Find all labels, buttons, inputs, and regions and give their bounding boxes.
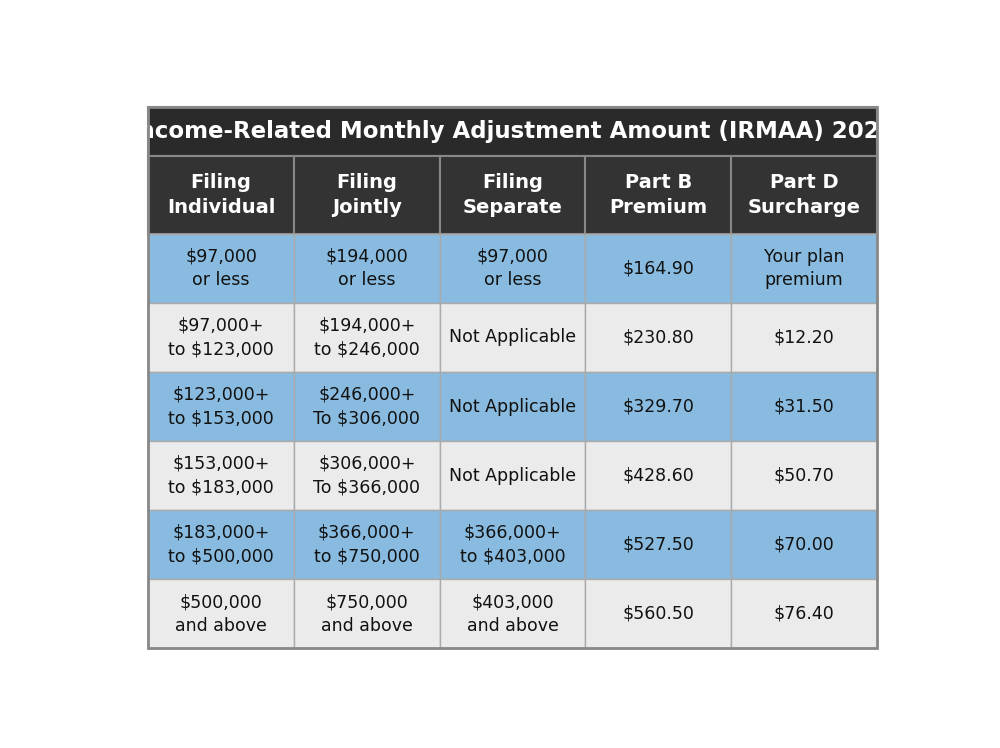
Text: $194,000
or less: $194,000 or less: [325, 248, 408, 289]
Bar: [294, 156, 440, 233]
Text: $70.00: $70.00: [774, 536, 834, 554]
Text: $97,000+
to $123,000: $97,000+ to $123,000: [168, 316, 274, 358]
Text: Filing
Separate: Filing Separate: [463, 173, 562, 217]
Bar: [585, 303, 731, 372]
Text: $76.40: $76.40: [774, 605, 834, 623]
Bar: [440, 579, 585, 649]
Text: $123,000+
to $153,000: $123,000+ to $153,000: [168, 386, 274, 427]
Bar: [731, 233, 877, 303]
Text: $403,000
and above: $403,000 and above: [467, 593, 558, 635]
Text: $31.50: $31.50: [774, 397, 834, 416]
Text: $12.20: $12.20: [774, 328, 834, 346]
Text: $246,000+
To $306,000: $246,000+ To $306,000: [313, 386, 420, 427]
Text: Not Applicable: Not Applicable: [449, 467, 576, 485]
Text: Part B
Premium: Part B Premium: [609, 173, 707, 217]
Bar: [148, 233, 294, 303]
Bar: [148, 441, 294, 510]
Text: $750,000
and above: $750,000 and above: [321, 593, 413, 635]
Bar: [440, 372, 585, 441]
Text: $97,000
or less: $97,000 or less: [185, 248, 257, 289]
Bar: [585, 233, 731, 303]
Bar: [294, 510, 440, 579]
Text: Not Applicable: Not Applicable: [449, 328, 576, 346]
Bar: [731, 156, 877, 233]
Text: $164.90: $164.90: [622, 260, 694, 278]
Bar: [294, 441, 440, 510]
Bar: [148, 303, 294, 372]
Text: $153,000+
to $183,000: $153,000+ to $183,000: [168, 455, 274, 497]
Text: $527.50: $527.50: [622, 536, 694, 554]
Text: $183,000+
to $500,000: $183,000+ to $500,000: [168, 524, 274, 565]
Text: Not Applicable: Not Applicable: [449, 397, 576, 416]
Text: Filing
Jointly: Filing Jointly: [332, 173, 402, 217]
Bar: [148, 107, 877, 156]
Bar: [440, 441, 585, 510]
Text: Filing
Individual: Filing Individual: [167, 173, 275, 217]
Bar: [148, 156, 294, 233]
Bar: [294, 233, 440, 303]
Text: Part D
Surcharge: Part D Surcharge: [747, 173, 860, 217]
Bar: [731, 441, 877, 510]
Text: $428.60: $428.60: [622, 467, 694, 485]
Bar: [731, 510, 877, 579]
Text: $50.70: $50.70: [774, 467, 834, 485]
Bar: [440, 156, 585, 233]
Text: $97,000
or less: $97,000 or less: [477, 248, 548, 289]
Bar: [440, 233, 585, 303]
Bar: [585, 372, 731, 441]
Text: $560.50: $560.50: [622, 605, 694, 623]
Text: $194,000+
to $246,000: $194,000+ to $246,000: [314, 316, 420, 358]
Bar: [440, 510, 585, 579]
Bar: [731, 303, 877, 372]
Text: Income-Related Monthly Adjustment Amount (IRMAA) 2023: Income-Related Monthly Adjustment Amount…: [130, 120, 895, 143]
Text: $366,000+
to $403,000: $366,000+ to $403,000: [460, 524, 565, 565]
Text: $329.70: $329.70: [622, 397, 694, 416]
Bar: [294, 372, 440, 441]
Bar: [294, 579, 440, 649]
Bar: [585, 579, 731, 649]
Text: $366,000+
to $750,000: $366,000+ to $750,000: [314, 524, 420, 565]
Bar: [148, 579, 294, 649]
Bar: [148, 510, 294, 579]
Text: $500,000
and above: $500,000 and above: [175, 593, 267, 635]
Bar: [294, 303, 440, 372]
Text: Your plan
premium: Your plan premium: [764, 248, 844, 289]
Bar: [585, 441, 731, 510]
Bar: [148, 372, 294, 441]
Text: $230.80: $230.80: [622, 328, 694, 346]
Bar: [731, 579, 877, 649]
Text: $306,000+
To $366,000: $306,000+ To $366,000: [313, 455, 420, 497]
Bar: [440, 303, 585, 372]
Bar: [585, 510, 731, 579]
Bar: [731, 372, 877, 441]
Bar: [585, 156, 731, 233]
